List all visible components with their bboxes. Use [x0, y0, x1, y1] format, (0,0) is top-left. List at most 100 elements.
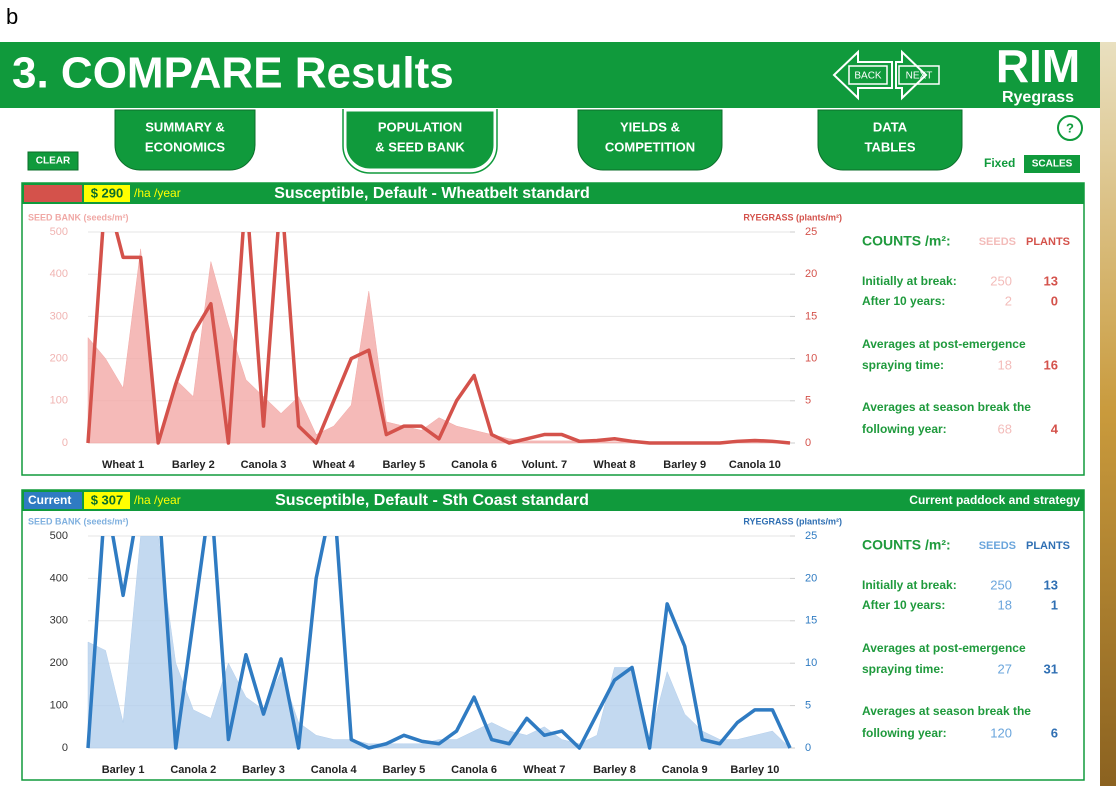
- strategy-tag-label: Current: [28, 493, 71, 507]
- panel-title: Susceptible, Default - Sth Coast standar…: [275, 492, 589, 509]
- y-tick-label: 400: [50, 268, 68, 280]
- x-tick-label: Barley 9: [663, 459, 706, 471]
- tab-label[interactable]: SUMMARY &: [145, 119, 224, 134]
- tab-label[interactable]: YIELDS &: [620, 119, 680, 134]
- y-axis-label: SEED BANK (seeds/m²): [28, 516, 129, 526]
- tab-label[interactable]: POPULATION: [378, 119, 462, 134]
- y2-tick-label: 15: [805, 310, 817, 322]
- y2-tick-label: 25: [805, 530, 817, 542]
- seeds-value: 68: [998, 421, 1012, 436]
- plants-column: PLANTS: [1026, 540, 1070, 552]
- seeds-column: SEEDS: [979, 236, 1016, 248]
- x-tick-label: Barley 2: [172, 459, 215, 471]
- y2-tick-label: 20: [805, 572, 817, 584]
- x-tick-label: Wheat 1: [102, 459, 144, 471]
- counts-row-heading: Averages at season break the: [862, 400, 1031, 414]
- seeds-value: 18: [998, 357, 1012, 372]
- counts-row-label: spraying time:: [862, 358, 944, 372]
- y2-axis-label: RYEGRASS (plants/m²): [743, 516, 842, 526]
- plants-value: 13: [1044, 577, 1058, 592]
- price: $ 290: [91, 185, 124, 200]
- back-label[interactable]: BACK: [854, 71, 882, 82]
- seeds-value: 250: [990, 273, 1012, 288]
- tab-label[interactable]: TABLES: [864, 139, 915, 154]
- x-tick-label: Canola 2: [170, 764, 216, 776]
- tab-label[interactable]: ECONOMICS: [145, 139, 226, 154]
- y-tick-label: 300: [50, 615, 68, 627]
- y2-tick-label: 10: [805, 657, 817, 669]
- y2-tick-label: 5: [805, 700, 811, 712]
- x-tick-label: Canola 3: [241, 459, 287, 471]
- y-tick-label: 500: [50, 530, 68, 542]
- y2-tick-label: 20: [805, 268, 817, 280]
- plants-value: 6: [1051, 725, 1058, 740]
- seeds-value: 250: [990, 577, 1012, 592]
- next-label[interactable]: NEXT: [906, 71, 933, 82]
- seeds-value: 120: [990, 725, 1012, 740]
- tab-label[interactable]: COMPETITION: [605, 139, 695, 154]
- seeds-column: SEEDS: [979, 540, 1016, 552]
- x-tick-label: Barley 5: [382, 459, 425, 471]
- x-tick-label: Canola 6: [451, 764, 497, 776]
- clear-label[interactable]: CLEAR: [36, 156, 71, 167]
- y-tick-label: 500: [50, 226, 68, 238]
- plants-value: 1: [1051, 597, 1058, 612]
- counts-heading: COUNTS /m²:: [862, 233, 951, 249]
- x-tick-label: Barley 1: [102, 764, 145, 776]
- y2-tick-label: 25: [805, 226, 817, 238]
- y2-tick-label: 15: [805, 615, 817, 627]
- plants-value: 13: [1044, 273, 1058, 288]
- logo: RIM: [996, 40, 1080, 92]
- help-label[interactable]: ?: [1066, 120, 1074, 135]
- page-title: 3. COMPARE Results: [12, 49, 454, 98]
- screen: b 3. COMPARE Results BACK NEXT RIM Ryegr…: [0, 0, 1116, 786]
- x-tick-label: Canola 9: [662, 764, 708, 776]
- price: $ 307: [91, 492, 124, 507]
- counts-row-label: After 10 years:: [862, 294, 945, 308]
- tab-label[interactable]: DATA: [873, 119, 908, 134]
- tab-label[interactable]: & SEED BANK: [375, 139, 465, 154]
- counts-heading: COUNTS /m²:: [862, 537, 951, 553]
- y-tick-label: 0: [62, 742, 68, 754]
- y2-axis-label: RYEGRASS (plants/m²): [743, 212, 842, 222]
- counts-row-label: following year:: [862, 422, 947, 436]
- y2-tick-label: 0: [805, 437, 811, 449]
- x-tick-label: Canola 6: [451, 459, 497, 471]
- seeds-value: 18: [998, 597, 1012, 612]
- counts-row-heading: Averages at post-emergence: [862, 641, 1026, 655]
- plants-value: 31: [1044, 661, 1058, 676]
- y-tick-label: 400: [50, 572, 68, 584]
- x-tick-label: Barley 8: [593, 764, 636, 776]
- plants-column: PLANTS: [1026, 236, 1070, 248]
- counts-row-label: following year:: [862, 726, 947, 740]
- panel-label: b: [6, 4, 18, 29]
- strategy-tag: [24, 185, 82, 202]
- seeds-value: 2: [1005, 293, 1012, 308]
- counts-row-label: spraying time:: [862, 662, 944, 676]
- counts-row-label: After 10 years:: [862, 598, 945, 612]
- x-tick-label: Wheat 8: [593, 459, 635, 471]
- wheat-image: [1100, 42, 1116, 786]
- plants-value: 4: [1051, 421, 1059, 436]
- counts-row-label: Initially at break:: [862, 274, 957, 288]
- y-tick-label: 100: [50, 700, 68, 712]
- panel-note: Current paddock and strategy: [909, 493, 1080, 507]
- x-tick-label: Volunt. 7: [521, 459, 567, 471]
- x-tick-label: Canola 4: [311, 764, 358, 776]
- plants-value: 16: [1044, 357, 1058, 372]
- y2-tick-label: 5: [805, 395, 811, 407]
- y2-tick-label: 0: [805, 742, 811, 754]
- y-tick-label: 100: [50, 395, 68, 407]
- panel: Current $ 307/ha /year Susceptible, Defaul…: [22, 490, 1084, 780]
- x-tick-label: Wheat 4: [313, 459, 356, 471]
- seed-bank-area: [88, 249, 790, 443]
- x-tick-label: Barley 10: [730, 764, 779, 776]
- price-unit: /ha /year: [134, 493, 181, 507]
- y2-tick-label: 10: [805, 353, 817, 365]
- counts-row-heading: Averages at post-emergence: [862, 337, 1026, 351]
- y-axis-label: SEED BANK (seeds/m²): [28, 212, 129, 222]
- y-tick-label: 300: [50, 310, 68, 322]
- scales-label[interactable]: SCALES: [1032, 159, 1073, 170]
- y-tick-label: 0: [62, 437, 68, 449]
- counts-row-heading: Averages at season break the: [862, 704, 1031, 718]
